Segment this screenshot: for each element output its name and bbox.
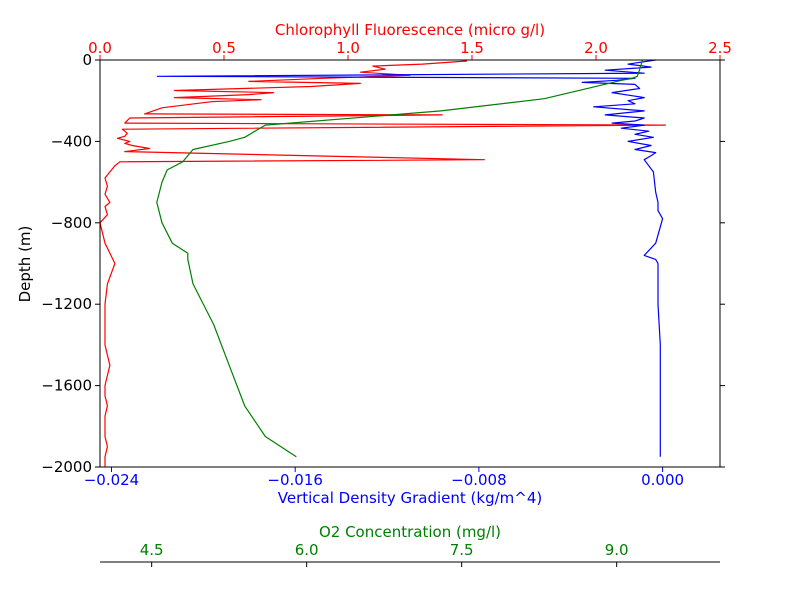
y-axis-title: Depth (m) [16,226,34,303]
top-axis-tick-label: 1.0 [336,39,360,57]
plot-frame [99,59,721,563]
series-line-bottom [156,59,664,457]
bottom-axis-tick-label: −0.008 [451,471,507,489]
y-tick-label: −1600 [41,377,92,395]
o2-axis-tick-label: 4.5 [140,541,164,559]
plot-border [99,59,721,468]
top-axis-tick-label: 1.5 [460,39,484,57]
top-axis-title: Chlorophyll Fluorescence (micro g/l) [275,21,545,39]
o2-axis-tick-label: 7.5 [450,541,474,559]
y-tick-label: −1200 [41,295,92,313]
series-line-extra [156,59,644,458]
series-line-top [99,60,667,467]
y-tick-label: 0 [82,51,92,69]
top-axis-tick-label: 2.0 [584,39,608,57]
series-layer [99,59,667,467]
bottom-axis-tick-label: −0.024 [84,471,140,489]
top-axis-tick-label: 2.5 [708,39,732,57]
ticks-layer: 0 −400 −800 −1200 −1600 −2000 0.0 0.5 1.0 1.5 2.0 2… [41,39,732,567]
y-tick-label: −2000 [41,458,92,476]
bottom-axis-tick-label: −0.016 [267,471,323,489]
top-axis-tick-label: 0.5 [212,39,236,57]
bottom-axis-title: Vertical Density Gradient (kg/m^4) [278,489,542,507]
top-axis-tick-label: 0.0 [88,39,112,57]
o2-axis-tick-label: 6.0 [295,541,319,559]
y-tick-label: −400 [51,132,92,150]
labels-layer: Chlorophyll Fluorescence (micro g/l) Ver… [16,21,545,541]
o2-axis-tick-label: 9.0 [605,541,629,559]
y-tick-label: −800 [51,214,92,232]
o2-axis-title: O2 Concentration (mg/l) [319,523,501,541]
bottom-axis-tick-label: 0.000 [641,471,684,489]
